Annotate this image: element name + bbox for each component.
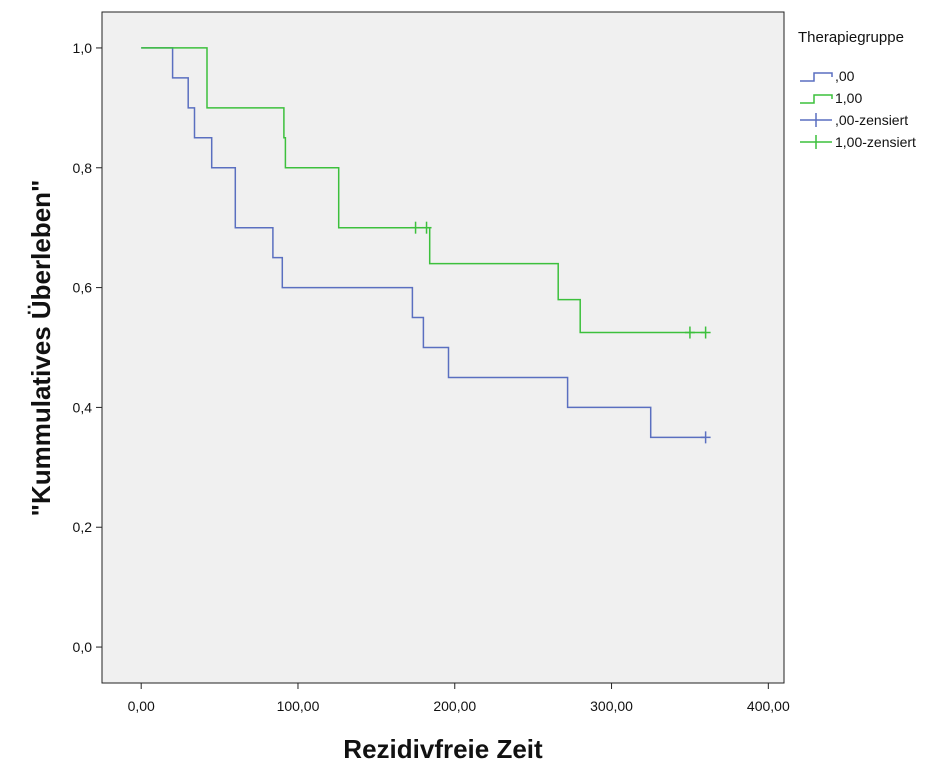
legend-label: ,00-zensiert <box>835 112 908 128</box>
y-tick-label: 0,8 <box>73 160 93 176</box>
legend-label: 1,00-zensiert <box>835 134 916 150</box>
x-tick-label: 200,00 <box>433 698 476 714</box>
x-tick-label: 100,00 <box>277 698 320 714</box>
y-tick-label: 0,6 <box>73 280 93 296</box>
y-tick-label: 0,2 <box>73 519 93 535</box>
y-tick-label: 1,0 <box>73 40 93 56</box>
legend: Therapiegruppe ,00 1,00 ,00-zensiert 1,00-z… <box>798 29 916 150</box>
x-axis-title: Rezidivfreie Zeit <box>343 734 543 764</box>
x-axis: 0,00 100,00 200,00 300,00 400,00 <box>128 683 790 714</box>
y-tick-label: 0,0 <box>73 639 93 655</box>
y-axis-title: "Kummulatives Überleben" <box>26 180 56 517</box>
legend-entry: 1,00 <box>800 90 862 106</box>
legend-step-icon <box>800 73 832 81</box>
y-tick-label: 0,4 <box>73 399 93 415</box>
legend-entry: ,00 <box>800 68 855 84</box>
y-axis: 0,0 0,2 0,4 0,6 0,8 1,0 <box>73 40 102 655</box>
legend-title: Therapiegruppe <box>798 29 904 46</box>
legend-label: 1,00 <box>835 90 862 106</box>
legend-entry: 1,00-zensiert <box>800 134 916 150</box>
legend-label: ,00 <box>835 68 855 84</box>
x-tick-label: 400,00 <box>747 698 790 714</box>
legend-entry: ,00-zensiert <box>800 112 908 128</box>
legend-step-icon <box>800 95 832 103</box>
x-tick-label: 300,00 <box>590 698 633 714</box>
x-tick-label: 0,00 <box>128 698 155 714</box>
